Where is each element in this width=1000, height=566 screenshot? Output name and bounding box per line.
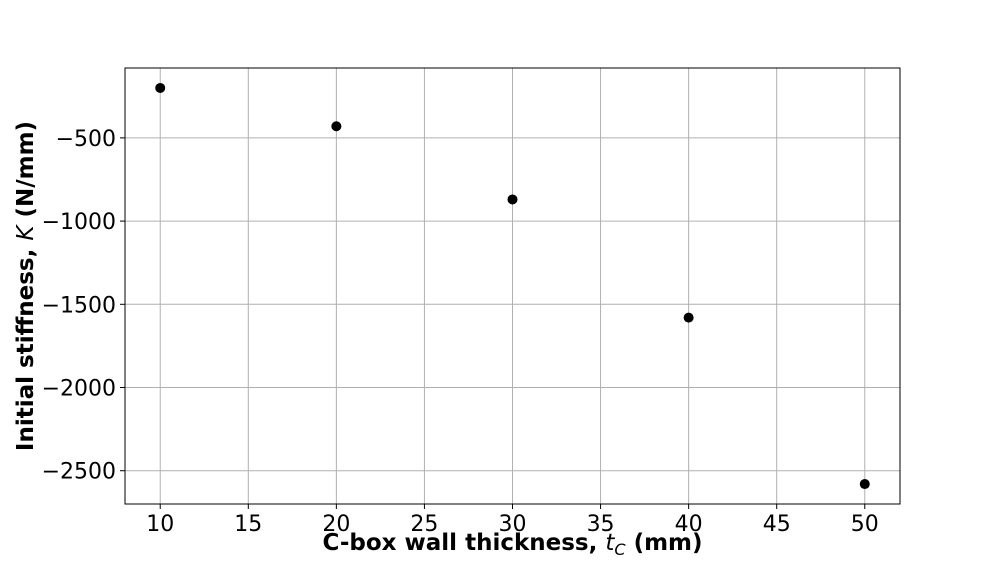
x-tick-label: 15: [234, 512, 262, 537]
grid: [125, 68, 900, 504]
axis-ticks: [120, 137, 866, 509]
data-point: [331, 121, 342, 132]
y-tick-label: −500: [56, 127, 116, 152]
y-tick-label: −1000: [42, 210, 116, 235]
tick-labels: 10 15 20 25 30 35 40 45 50 −500 −1000 −1500 −2000 −25…: [42, 127, 879, 537]
y-tick-label: −2500: [42, 460, 116, 485]
x-tick-label: 25: [410, 512, 438, 537]
x-tick-label: 35: [587, 512, 615, 537]
y-axis-label: Initial stiffness, K (N/mm): [13, 121, 39, 451]
x-axis-label: C-box wall thickness, tC (mm): [322, 530, 702, 559]
data-points: [155, 82, 870, 490]
data-point: [155, 82, 166, 93]
data-point: [859, 479, 870, 490]
y-tick-label: −1500: [42, 293, 116, 318]
x-tick-label: 40: [675, 512, 703, 537]
y-tick-label: −2000: [42, 377, 116, 402]
x-tick-label: 45: [763, 512, 791, 537]
data-point: [683, 312, 694, 323]
x-tick-label: 50: [851, 512, 879, 537]
data-point: [507, 194, 518, 205]
plot-frame: [124, 67, 901, 505]
x-tick-label: 10: [146, 512, 174, 537]
x-tick-label: 20: [322, 512, 350, 537]
x-tick-label: 30: [499, 512, 527, 537]
